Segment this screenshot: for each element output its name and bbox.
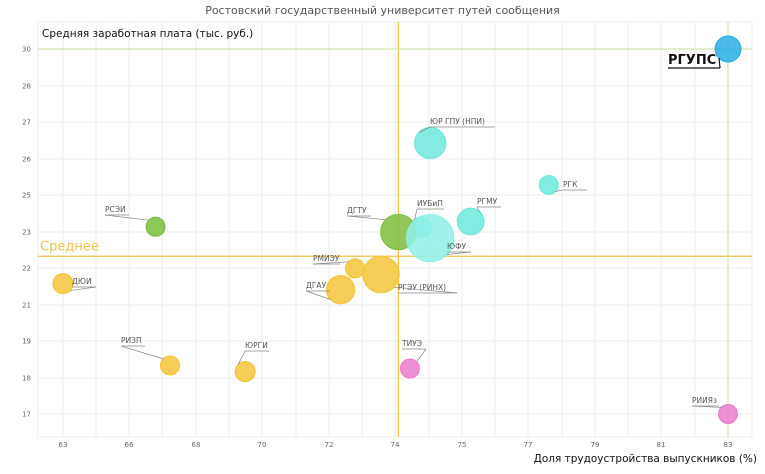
x-tick-label: 66 bbox=[125, 441, 134, 449]
point-label: ТИУЭ bbox=[401, 339, 422, 348]
x-tick-label: 81 bbox=[657, 441, 666, 449]
bubbles bbox=[52, 35, 742, 424]
bubble-9[interactable] bbox=[52, 273, 74, 295]
point-label: РГЭУ (РИНХ) bbox=[398, 283, 446, 292]
bubble-14[interactable] bbox=[399, 358, 420, 379]
label-leader bbox=[393, 286, 458, 294]
point-label: РГМУ bbox=[477, 197, 498, 206]
x-tick-label: 74 bbox=[391, 441, 400, 449]
x-tick-label: 68 bbox=[192, 441, 201, 449]
label-leader bbox=[69, 286, 97, 291]
y-tick-label: 25 bbox=[22, 192, 31, 200]
x-tick-label: 77 bbox=[524, 441, 533, 449]
label-leader bbox=[104, 214, 149, 221]
label-leader bbox=[305, 290, 331, 300]
bubble-1[interactable] bbox=[414, 126, 447, 160]
label-leader bbox=[476, 206, 481, 213]
bubble-13[interactable] bbox=[234, 360, 256, 383]
bubble-0[interactable] bbox=[714, 35, 742, 63]
y-tick-label: 26 bbox=[22, 156, 31, 164]
point-label: ИУБиП bbox=[417, 199, 443, 208]
axis-ticks: 63 66 68 70 72 74 75 77 79 81 83 17 18 19 21 22 23 25 26 27… bbox=[22, 46, 732, 450]
y-tick-label: 18 bbox=[22, 375, 31, 383]
chart-title: Ростовский государственный университет п… bbox=[205, 4, 560, 17]
y-tick-label: 30 bbox=[22, 46, 31, 54]
label-leader bbox=[446, 251, 472, 255]
point-label: ЮФУ bbox=[447, 242, 467, 251]
reference-lines: Среднее bbox=[38, 22, 752, 437]
bubble-7[interactable] bbox=[406, 213, 455, 263]
point-label: ДЮИ bbox=[72, 277, 92, 286]
point-label: РИЗП bbox=[121, 336, 142, 345]
label-leader bbox=[346, 215, 387, 221]
label-leader bbox=[312, 261, 349, 265]
point-label: РСЭИ bbox=[105, 205, 126, 214]
point-label: РГУПС bbox=[668, 53, 716, 68]
x-tick-label: 75 bbox=[458, 441, 467, 449]
x-axis-label: Доля трудоустройства выпускников (%) bbox=[534, 453, 757, 465]
bubble-12[interactable] bbox=[159, 355, 180, 376]
x-tick-label: 72 bbox=[325, 441, 334, 449]
point-labels: РГУПС ЮР ГПУ (НПИ) РГК РСЭИ РГМУ ИУБиП ДГТУ ЮФУ… bbox=[69, 53, 722, 408]
y-tick-label: 22 bbox=[22, 265, 31, 273]
point-label: РИИЯз bbox=[692, 396, 717, 405]
point-label: ДГАУ bbox=[306, 281, 327, 290]
y-tick-label: 23 bbox=[22, 229, 31, 237]
y-tick-label: 28 bbox=[22, 83, 31, 91]
label-leader bbox=[419, 126, 431, 133]
bubble-2[interactable] bbox=[538, 174, 559, 195]
point-label: ДГТУ bbox=[347, 206, 367, 215]
bubble-15[interactable] bbox=[718, 404, 738, 424]
x-tick-label: 70 bbox=[258, 441, 267, 449]
y-tick-label: 17 bbox=[22, 411, 31, 419]
label-leader bbox=[718, 57, 721, 69]
y-tick-label: 27 bbox=[22, 119, 31, 127]
x-tick-label: 79 bbox=[591, 441, 600, 449]
label-leader bbox=[120, 345, 164, 360]
x-tick-label: 63 bbox=[59, 441, 68, 449]
y-tick-label: 19 bbox=[22, 338, 31, 346]
point-label: ЮРГИ bbox=[245, 341, 268, 350]
point-label: ЮР ГПУ (НПИ) bbox=[430, 117, 485, 126]
bubble-10[interactable] bbox=[362, 255, 400, 294]
bubble-3[interactable] bbox=[145, 216, 166, 237]
label-leader bbox=[414, 208, 418, 220]
bubble-11[interactable] bbox=[325, 274, 356, 305]
point-label: РМИЭУ bbox=[313, 254, 340, 263]
label-leader bbox=[691, 405, 722, 408]
point-label: РГК bbox=[563, 180, 578, 189]
label-leader bbox=[555, 189, 564, 192]
average-label: Среднее bbox=[40, 239, 99, 254]
label-leader bbox=[237, 350, 246, 365]
bubble-4[interactable] bbox=[456, 207, 485, 236]
y-axis-label: Средняя заработная плата (тыс. руб.) bbox=[42, 28, 253, 40]
y-tick-label: 21 bbox=[22, 302, 31, 310]
label-leader bbox=[416, 348, 427, 363]
x-tick-label: 83 bbox=[724, 441, 733, 449]
